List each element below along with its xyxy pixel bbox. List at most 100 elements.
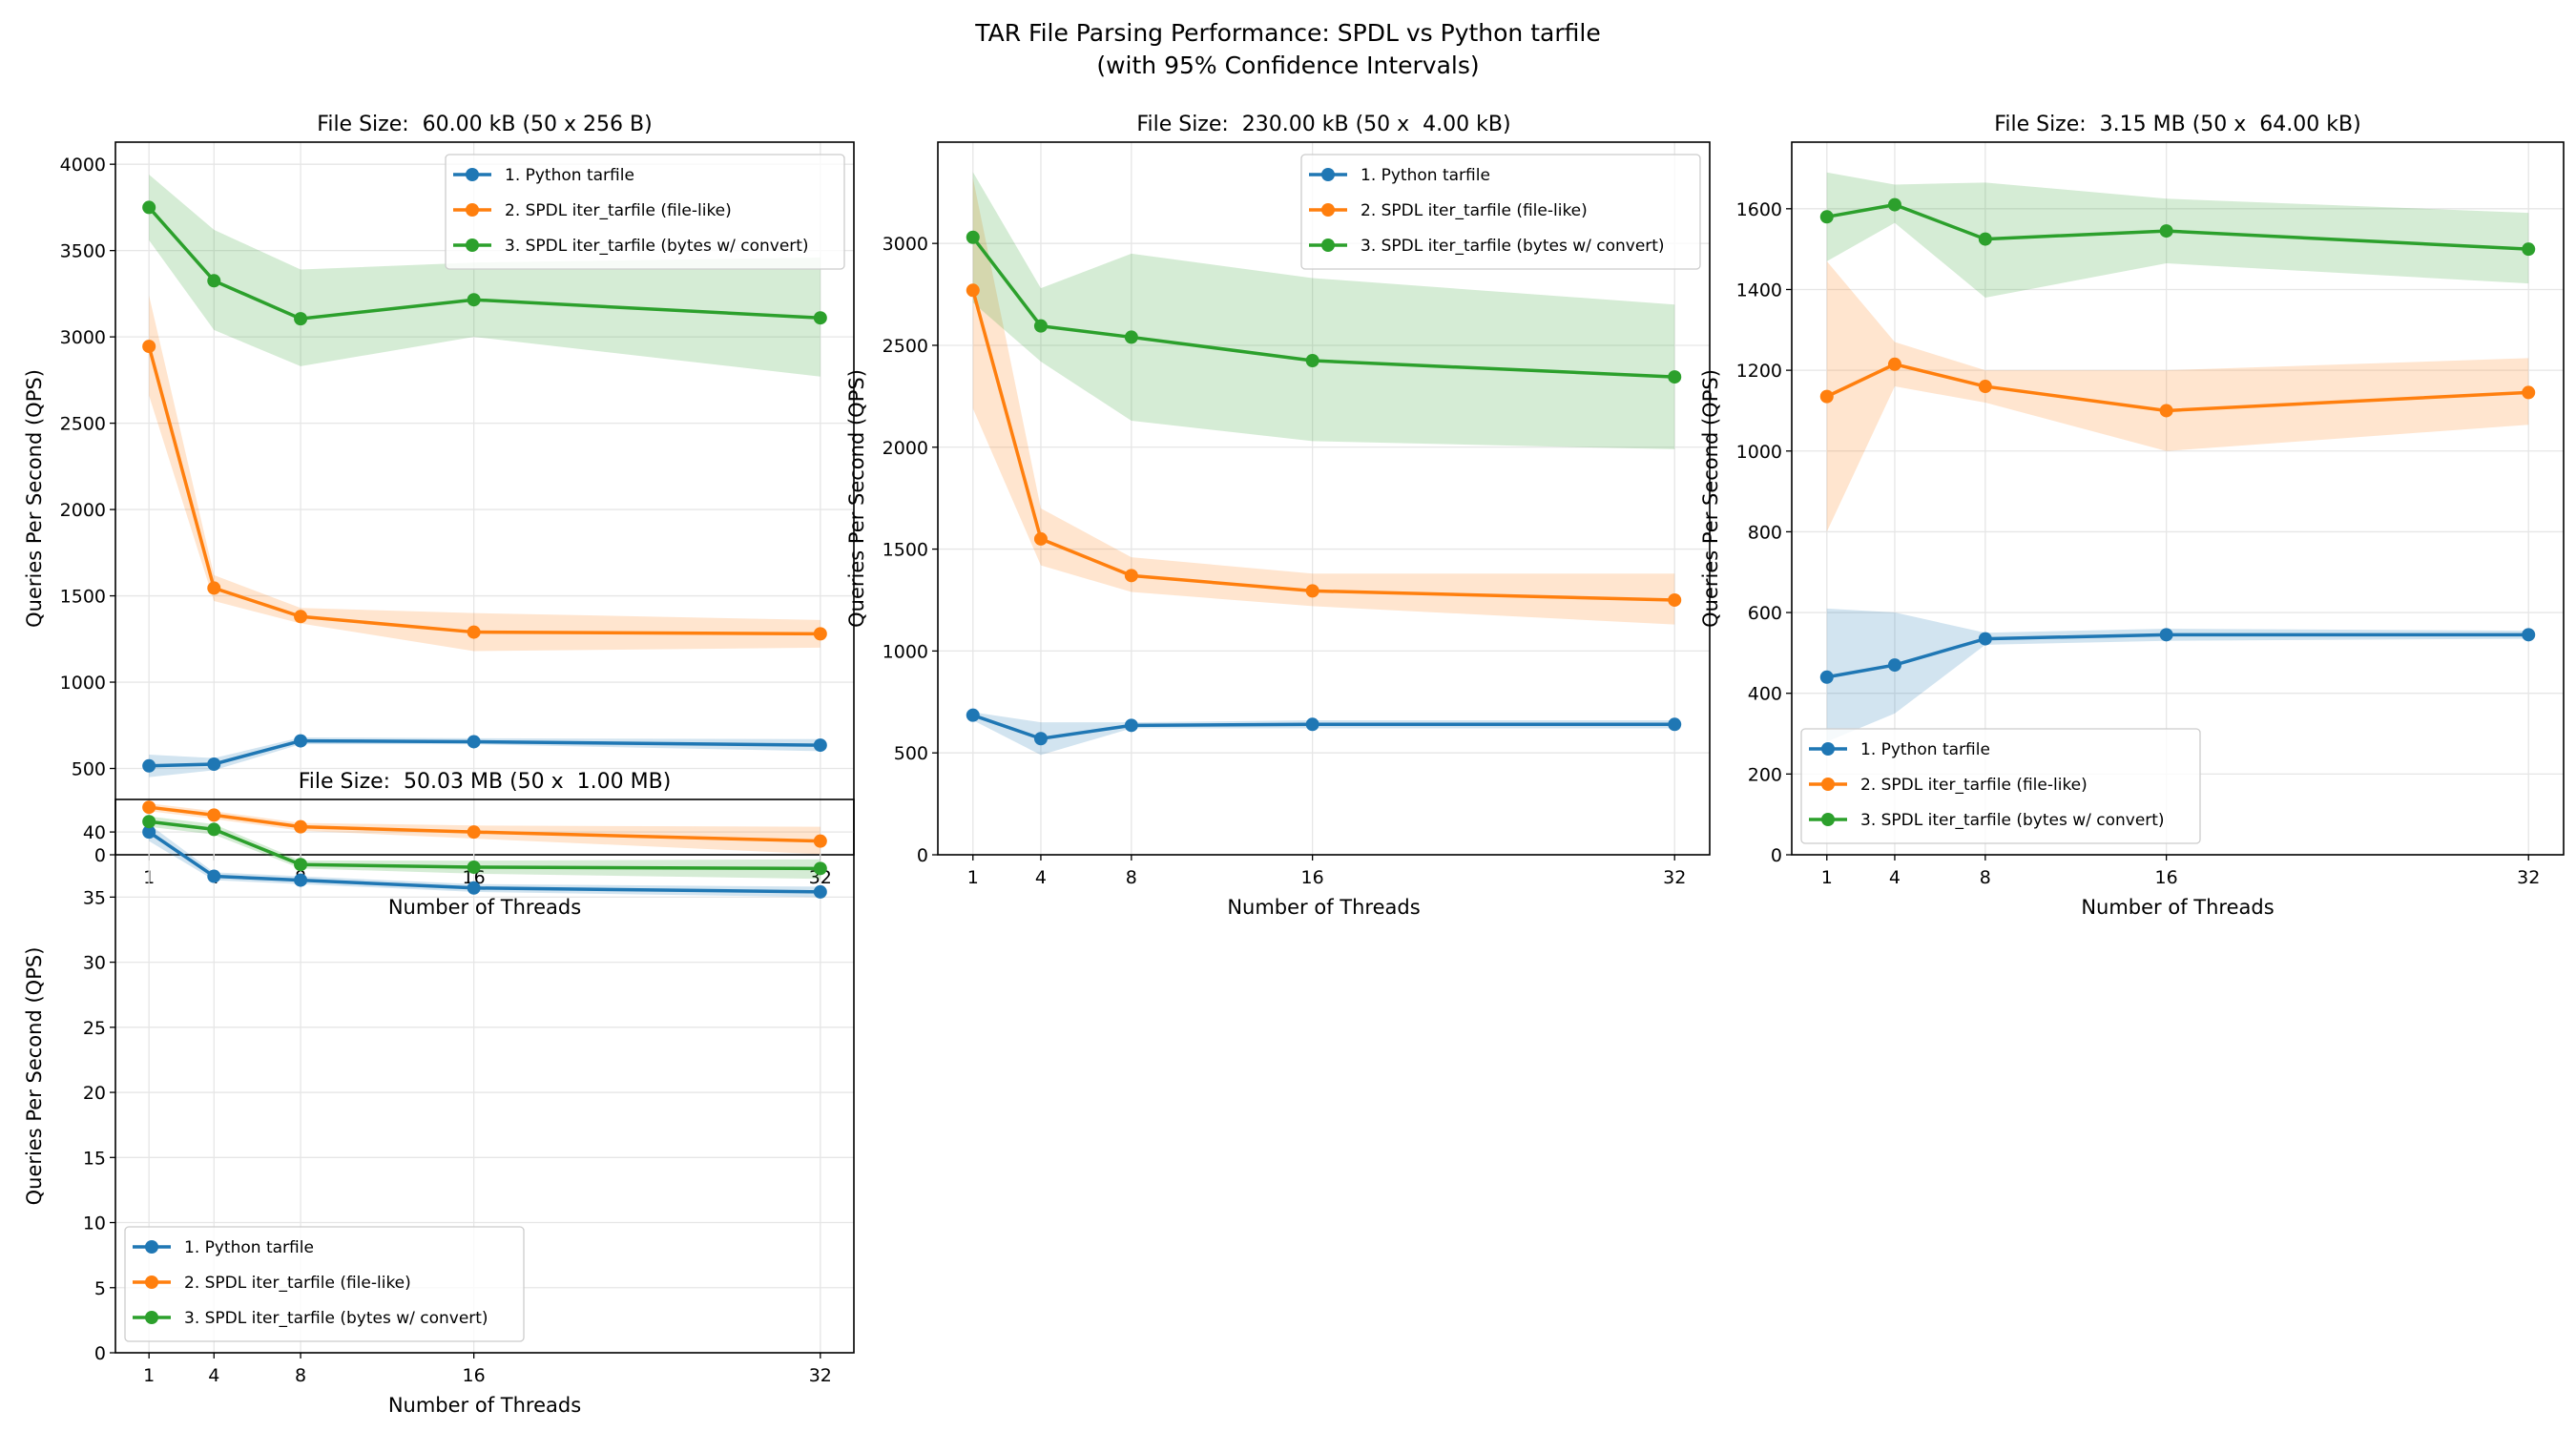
data-point-series-3 (1124, 330, 1138, 344)
legend-label-2: 2. SPDL iter_tarfile (file-like) (505, 201, 732, 220)
y-tick-label: 1600 (1736, 199, 1782, 220)
data-point-series-2 (294, 610, 308, 624)
x-axis-label: Number of Threads (2081, 896, 2274, 919)
data-point-series-3 (467, 860, 481, 874)
y-tick-label: 10 (83, 1213, 106, 1234)
data-point-series-3 (2159, 224, 2173, 238)
y-tick-label: 1200 (1736, 361, 1782, 382)
data-point-series-2 (2522, 385, 2536, 400)
legend-marker-2 (1821, 778, 1835, 791)
legend-label-3: 3. SPDL iter_tarfile (bytes w/ convert) (1361, 237, 1665, 256)
y-tick-label: 2000 (60, 500, 106, 521)
data-point-series-2 (294, 819, 308, 834)
y-tick-label: 1000 (883, 641, 928, 662)
data-point-series-3 (142, 200, 156, 215)
data-point-series-2 (813, 627, 827, 641)
y-tick-label: 40 (83, 822, 106, 843)
data-point-series-3 (1887, 197, 1901, 212)
data-point-series-1 (813, 738, 827, 753)
y-tick-label: 4000 (60, 155, 106, 176)
data-point-series-2 (1819, 389, 1834, 404)
data-point-series-3 (1305, 353, 1319, 367)
subplot-title: File Size: 230.00 kB (50 x 4.00 kB) (1136, 113, 1510, 136)
x-tick-label: 1 (967, 867, 979, 888)
y-tick-label: 1400 (1736, 280, 1782, 301)
data-point-series-3 (813, 861, 827, 876)
confidence-band-series-1 (149, 823, 821, 898)
confidence-band-series-1 (1826, 608, 2529, 742)
y-tick-label: 0 (94, 845, 106, 866)
axes-frame (1791, 141, 2565, 856)
data-point-series-3 (1668, 370, 1682, 384)
confidence-band-series-3 (149, 175, 821, 377)
data-point-series-1 (294, 734, 308, 748)
x-tick-label: 16 (463, 1365, 486, 1386)
data-point-series-1 (1887, 658, 1901, 673)
data-point-series-3 (467, 293, 481, 307)
x-axis-label: Number of Threads (388, 896, 581, 919)
subplot-title: File Size: 60.00 kB (50 x 256 B) (317, 113, 652, 136)
legend-label-2: 2. SPDL iter_tarfile (file-like) (1361, 201, 1588, 220)
y-tick-label: 1000 (60, 673, 106, 694)
x-tick-label: 1 (1821, 867, 1833, 888)
data-point-series-2 (1887, 357, 1901, 371)
axes-frame (114, 141, 855, 856)
data-point-series-2 (207, 808, 221, 822)
data-point-series-2 (966, 283, 980, 298)
y-tick-label: 25 (83, 1018, 106, 1039)
y-tick-label: 0 (1771, 845, 1782, 866)
data-point-series-2 (142, 800, 156, 815)
legend-marker-2 (145, 1275, 158, 1289)
legend-label-1: 1. Python tarfile (184, 1238, 314, 1257)
y-tick-label: 20 (83, 1083, 106, 1104)
data-point-series-2 (1978, 380, 1992, 394)
x-tick-label: 8 (295, 1365, 306, 1386)
y-tick-label: 0 (94, 1343, 106, 1364)
y-tick-label: 500 (72, 759, 106, 780)
data-point-series-1 (294, 873, 308, 887)
data-point-series-2 (813, 834, 827, 848)
y-tick-label: 3000 (60, 327, 106, 348)
data-point-series-1 (142, 758, 156, 773)
data-point-series-1 (1124, 718, 1138, 733)
x-tick-label: 4 (208, 1365, 219, 1386)
y-axis-label: Queries Per Second (QPS) (1699, 369, 1722, 628)
data-point-series-3 (1033, 319, 1048, 333)
data-point-series-1 (1819, 670, 1834, 684)
subplot-title: File Size: 3.15 MB (50 x 64.00 kB) (1994, 113, 2360, 136)
data-point-series-1 (813, 884, 827, 899)
data-point-series-3 (2522, 242, 2536, 257)
y-tick-label: 35 (83, 887, 106, 908)
data-point-series-3 (142, 815, 156, 829)
legend-marker-3 (1321, 238, 1335, 252)
x-tick-label: 8 (1126, 867, 1137, 888)
data-point-series-1 (1668, 717, 1682, 732)
data-point-series-2 (467, 825, 481, 840)
subplot-title: File Size: 50.03 MB (50 x 1.00 MB) (299, 770, 672, 794)
legend: 1. Python tarfile 2. SPDL iter_tarfile (f… (1300, 154, 1701, 270)
y-tick-label: 2500 (60, 414, 106, 435)
y-tick-label: 200 (1748, 764, 1782, 785)
data-point-series-2 (1305, 584, 1319, 598)
legend-marker-3 (145, 1311, 158, 1324)
legend-marker-1 (466, 168, 479, 181)
y-tick-label: 1500 (60, 587, 106, 608)
legend-label-3: 3. SPDL iter_tarfile (bytes w/ convert) (184, 1309, 488, 1328)
subplot-3: 0 200 400 600 800 1000 1200 1400 1600 1 4 8 16 32 File… (1699, 113, 2565, 919)
panels: 050010001500200025003000350040001481632F… (23, 113, 2565, 1417)
data-point-series-3 (207, 822, 221, 837)
figure-title: TAR File Parsing Performance: SPDL vs Py… (974, 19, 1600, 47)
legend: 1. Python tarfile 2. SPDL iter_tarfile (f… (124, 1226, 525, 1342)
legend-label-2: 2. SPDL iter_tarfile (file-like) (1860, 776, 2088, 795)
data-point-series-1 (1033, 732, 1048, 746)
y-tick-label: 800 (1748, 522, 1782, 543)
y-tick-label: 600 (1748, 603, 1782, 624)
data-point-series-1 (207, 757, 221, 771)
legend-frame (1300, 154, 1701, 270)
legend-marker-3 (1821, 813, 1835, 826)
y-tick-label: 400 (1748, 684, 1782, 705)
legend-label-1: 1. Python tarfile (505, 166, 634, 185)
legend-label-1: 1. Python tarfile (1860, 740, 1990, 759)
data-point-series-1 (966, 708, 980, 722)
